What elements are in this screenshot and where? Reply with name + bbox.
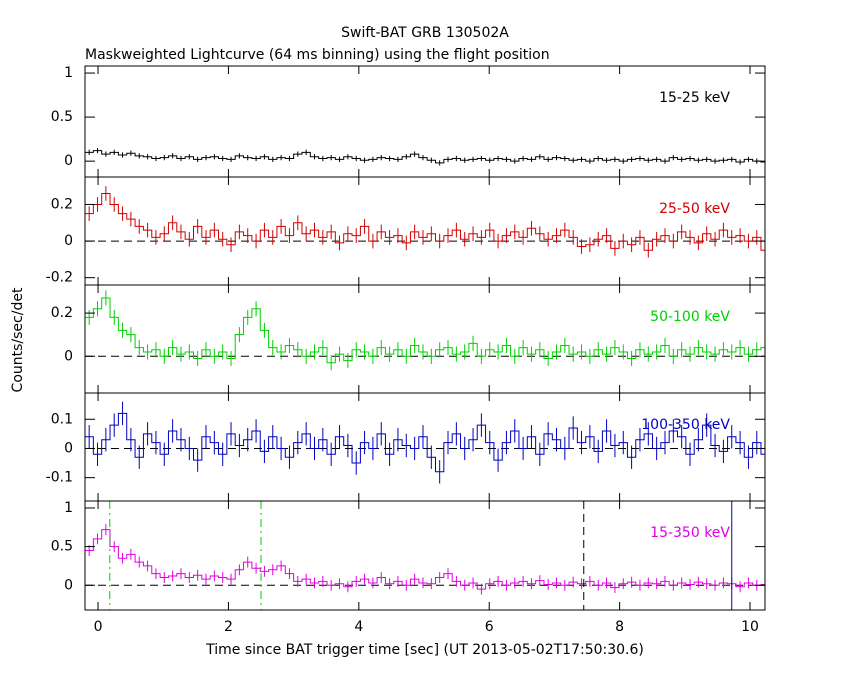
y-tick-label: 1: [64, 500, 73, 516]
subtitle: Maskweighted Lightcurve (64 ms binning) …: [85, 47, 550, 63]
panel-frame: [84, 65, 766, 178]
y-tick-label: 0.5: [51, 109, 73, 125]
x-tick-label: 10: [741, 619, 759, 635]
y-tick-label: 0.1: [51, 411, 73, 427]
y-tick-label: 0: [64, 577, 73, 593]
panel-label: 15-25 keV: [659, 90, 730, 106]
panel: [85, 147, 765, 166]
y-tick-label: 0: [64, 233, 73, 249]
x-tick-label: 8: [615, 619, 624, 635]
panel: [85, 290, 765, 371]
panel: [85, 501, 765, 610]
panel: [85, 186, 765, 258]
panel-frame: [84, 500, 766, 611]
y-tick-label: 0: [64, 153, 73, 169]
y-tick-label: 0.2: [51, 305, 73, 321]
panel-label: 15-350 keV: [650, 525, 730, 541]
y-tick-label: 1: [64, 65, 73, 81]
x-axis-label: Time since BAT trigger time [sec] (UT 20…: [205, 642, 644, 658]
panel-frame: [84, 176, 766, 286]
x-tick-label: 4: [354, 619, 363, 635]
title: Swift-BAT GRB 130502A: [341, 25, 509, 41]
panel-label: 25-50 keV: [659, 201, 730, 217]
light-curve: [85, 297, 765, 364]
light-curve: [85, 412, 765, 473]
panel-frame: [84, 284, 766, 394]
y-tick-label: 0.2: [51, 196, 73, 212]
panel-frame: [84, 392, 766, 502]
x-tick-label: 0: [94, 619, 103, 635]
panel: [85, 401, 765, 484]
light-curve: [85, 150, 765, 164]
y-tick-label: -0.1: [46, 470, 73, 486]
x-tick-label: 2: [224, 619, 233, 635]
light-curve: [85, 529, 765, 590]
y-tick-label: 0: [64, 440, 73, 456]
y-axis-label: Counts/sec/det: [10, 287, 26, 392]
x-tick-label: 6: [485, 619, 494, 635]
light-curve: [85, 192, 765, 251]
y-tick-label: 0: [64, 348, 73, 364]
y-tick-label: 0.5: [51, 539, 73, 555]
y-tick-label: -0.2: [46, 270, 73, 286]
panel-label: 100-350 keV: [641, 417, 730, 433]
panel-label: 50-100 keV: [650, 309, 730, 325]
